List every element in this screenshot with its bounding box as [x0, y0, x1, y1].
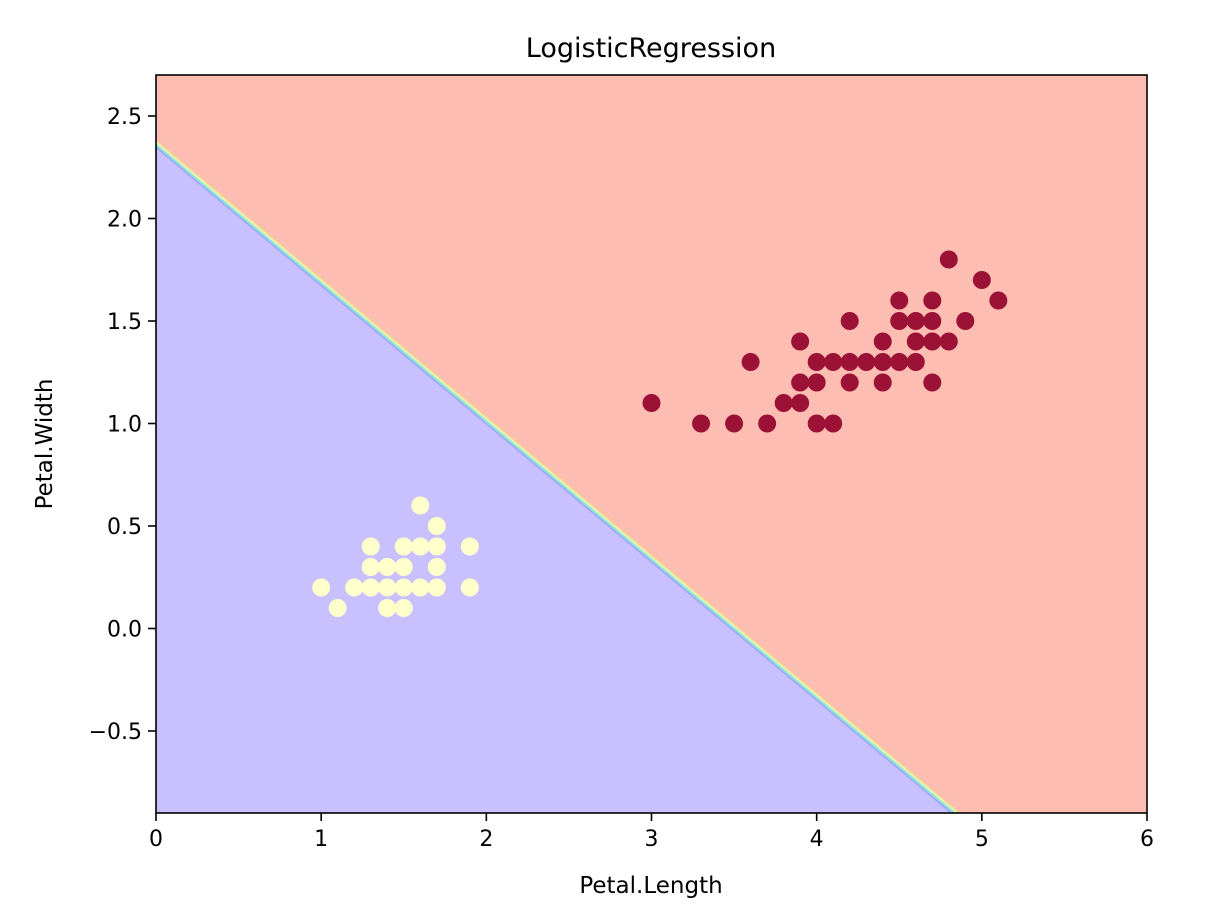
data-point — [427, 558, 446, 576]
data-point — [361, 558, 380, 576]
data-point — [378, 578, 397, 597]
data-point — [427, 517, 446, 535]
data-point — [411, 537, 430, 556]
data-point — [460, 537, 479, 556]
x-tick-label: 4 — [810, 827, 824, 852]
scatter-points — [312, 250, 1008, 617]
data-point — [890, 353, 909, 371]
x-tick-label: 2 — [479, 827, 493, 852]
data-point — [741, 353, 760, 371]
data-point — [460, 578, 479, 597]
data-point — [427, 537, 446, 556]
data-point — [939, 250, 958, 269]
data-point — [923, 373, 942, 392]
x-tick-label: 1 — [314, 827, 328, 852]
x-axis-ticks: 0 1 2 3 4 5 6 — [149, 813, 1154, 852]
data-point — [873, 353, 892, 371]
boundary-band — [156, 141, 959, 813]
x-tick-label: 5 — [975, 827, 989, 852]
chart-title: LogisticRegression — [526, 33, 776, 64]
data-point — [989, 291, 1008, 310]
data-point — [394, 578, 413, 597]
y-axis-ticks: −0.5 0.0 0.5 1.0 1.5 2.0 2.5 — [89, 105, 156, 745]
data-point — [642, 394, 661, 412]
data-point — [328, 599, 347, 617]
data-point — [791, 332, 810, 351]
decision-boundary — [156, 141, 963, 813]
data-point — [378, 599, 397, 617]
data-point — [956, 312, 975, 330]
data-point — [791, 373, 810, 392]
data-point — [840, 373, 859, 392]
y-axis-label: Petal.Width — [32, 379, 58, 510]
boundary-band — [156, 145, 953, 813]
data-point — [840, 353, 859, 371]
y-tick-label: 2.0 — [107, 208, 142, 233]
data-point — [725, 414, 744, 433]
boundary-band — [156, 142, 957, 813]
y-tick-label: 0.0 — [107, 618, 142, 643]
y-tick-label: −0.5 — [89, 720, 142, 745]
boundary-band — [156, 143, 955, 813]
data-point — [824, 353, 843, 371]
data-point — [411, 578, 430, 597]
data-point — [807, 373, 826, 392]
data-point — [394, 599, 413, 617]
data-point — [857, 353, 876, 371]
data-point — [840, 312, 859, 330]
data-point — [312, 578, 331, 597]
x-tick-label: 6 — [1140, 827, 1154, 852]
data-point — [906, 332, 925, 351]
data-point — [890, 312, 909, 330]
y-tick-label: 0.5 — [107, 515, 142, 540]
data-point — [411, 496, 430, 515]
region-class-1 — [156, 75, 1147, 813]
boundary-band — [158, 141, 961, 813]
data-point — [906, 312, 925, 330]
data-point — [758, 414, 777, 433]
decision-regions — [156, 75, 1147, 813]
data-point — [394, 558, 413, 576]
data-point — [807, 353, 826, 371]
x-axis-label: Petal.Length — [579, 873, 722, 899]
data-point — [692, 414, 711, 433]
data-point — [923, 291, 942, 310]
data-point — [824, 414, 843, 433]
data-point — [923, 332, 942, 351]
data-point — [890, 291, 909, 310]
data-point — [427, 578, 446, 597]
data-point — [939, 332, 958, 351]
data-point — [774, 394, 793, 412]
y-tick-label: 1.0 — [107, 413, 142, 438]
data-point — [923, 312, 942, 330]
data-point — [791, 394, 810, 412]
data-point — [345, 578, 364, 597]
data-point — [873, 373, 892, 392]
data-point — [394, 537, 413, 556]
y-tick-label: 2.5 — [107, 105, 142, 130]
data-point — [361, 537, 380, 556]
x-tick-label: 0 — [149, 827, 163, 852]
boundary-band — [160, 141, 963, 813]
data-point — [361, 578, 380, 597]
data-point — [807, 414, 826, 433]
data-point — [873, 332, 892, 351]
data-point — [906, 353, 925, 371]
y-tick-label: 1.5 — [107, 310, 142, 335]
data-point — [378, 558, 397, 576]
x-tick-label: 3 — [645, 827, 659, 852]
data-point — [972, 271, 991, 289]
